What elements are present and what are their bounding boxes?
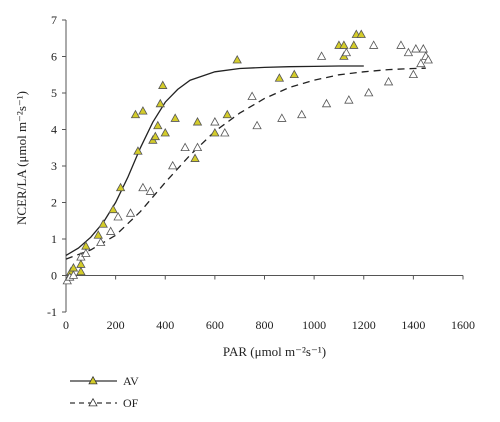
point-of xyxy=(364,87,374,97)
y-tick-label: 7 xyxy=(51,13,57,27)
x-tick-label: 800 xyxy=(256,318,274,332)
point-av xyxy=(76,266,86,276)
y-tick-label: 5 xyxy=(51,86,57,100)
x-tick-label: 600 xyxy=(206,318,224,332)
y-tick-label: -1 xyxy=(47,305,57,319)
y-tick-label: 1 xyxy=(51,232,57,246)
point-of xyxy=(411,44,421,53)
point-of xyxy=(416,58,426,68)
point-of xyxy=(145,186,156,195)
y-tick-label: 4 xyxy=(51,123,57,137)
y-tick-label: 2 xyxy=(51,196,57,210)
y-tick-label: 6 xyxy=(51,50,57,64)
point-av xyxy=(222,109,232,119)
point-of xyxy=(344,95,354,104)
point-av xyxy=(155,98,165,108)
point-av xyxy=(115,182,126,192)
point-av xyxy=(130,109,141,119)
point-of xyxy=(180,142,190,152)
point-of xyxy=(210,117,220,126)
point-of xyxy=(341,47,352,57)
point-of xyxy=(81,248,91,257)
axes xyxy=(65,20,463,312)
legend-item-of: OF xyxy=(70,396,139,410)
legend-item-av: AV xyxy=(70,374,139,388)
legend-label-of: OF xyxy=(123,396,139,410)
point-of xyxy=(105,226,116,235)
point-av xyxy=(190,153,200,162)
x-tick-label: 1600 xyxy=(451,318,475,332)
point-av xyxy=(76,259,86,268)
point-av xyxy=(232,55,242,64)
point-of xyxy=(138,182,148,192)
x-tick-label: 1400 xyxy=(401,318,425,332)
point-av xyxy=(98,219,108,228)
point-of xyxy=(247,91,257,100)
x-tick-label: 400 xyxy=(156,318,174,332)
point-of xyxy=(168,160,178,170)
x-tick-label: 1000 xyxy=(302,318,326,332)
legend-label-av: AV xyxy=(123,374,139,388)
point-av xyxy=(138,106,148,115)
point-of xyxy=(297,109,307,119)
point-av xyxy=(274,73,285,82)
point-av xyxy=(289,69,299,79)
x-axis-title: PAR (μmol m⁻²s⁻¹) xyxy=(223,344,326,359)
legend-marker-of xyxy=(88,397,98,407)
point-of xyxy=(252,120,262,130)
x-tick-label: 200 xyxy=(107,318,125,332)
legend: AV OF xyxy=(70,374,139,410)
point-of xyxy=(418,44,428,53)
point-av xyxy=(108,204,118,214)
point-av xyxy=(339,40,349,49)
point-av xyxy=(160,128,170,137)
y-tick-label: 0 xyxy=(51,269,57,283)
x-tick-label: 1200 xyxy=(352,318,376,332)
point-of xyxy=(408,69,419,79)
point-av xyxy=(153,120,163,130)
point-av xyxy=(81,241,91,250)
point-av xyxy=(349,40,359,49)
legend-marker-av xyxy=(88,375,98,385)
point-of xyxy=(396,40,406,49)
x-ticks: 0 200 400 600 800 1000 1200 1400 1600 xyxy=(63,275,475,332)
point-of xyxy=(423,55,433,64)
point-av xyxy=(93,230,103,239)
point-of xyxy=(316,51,327,60)
point-of xyxy=(277,113,287,122)
point-av xyxy=(158,80,168,89)
point-av xyxy=(133,146,143,155)
y-ticks: -1 0 1 2 3 4 5 6 7 xyxy=(47,13,66,319)
point-of xyxy=(403,47,414,57)
point-of xyxy=(68,270,79,279)
point-of xyxy=(192,142,203,152)
point-av xyxy=(150,131,161,141)
y-axis-title: NCER/LA (μmol m⁻²s⁻¹) xyxy=(14,91,29,225)
point-of xyxy=(113,211,123,221)
point-of xyxy=(321,98,332,108)
point-of xyxy=(96,237,106,246)
fit-curve-of xyxy=(65,67,426,260)
data-points xyxy=(62,29,433,285)
x-tick-label: 0 xyxy=(63,318,69,332)
point-of xyxy=(220,128,230,137)
y-tick-label: 3 xyxy=(51,159,57,173)
point-av xyxy=(210,128,220,137)
point-of xyxy=(125,208,136,217)
point-av xyxy=(170,113,180,122)
point-of xyxy=(368,40,379,49)
point-av xyxy=(192,117,203,126)
point-av xyxy=(356,29,366,38)
point-of xyxy=(383,76,394,86)
